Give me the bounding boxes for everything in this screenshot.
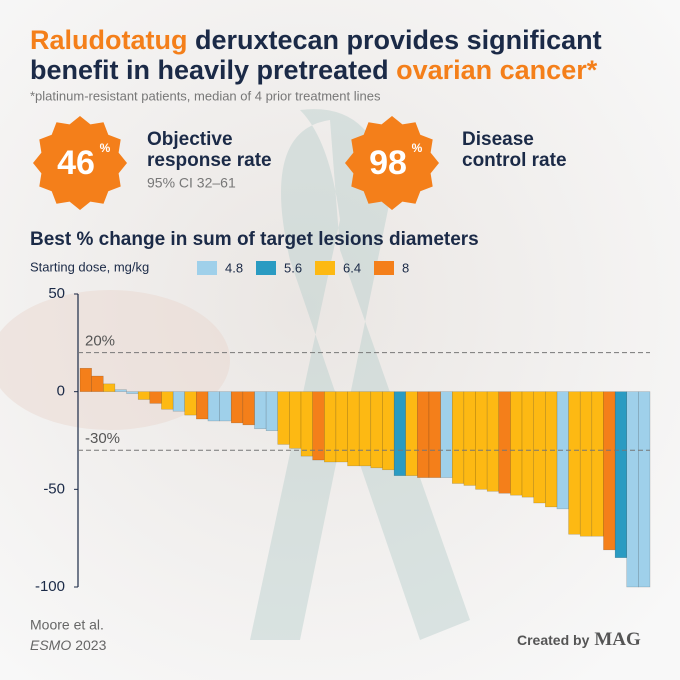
badge [345,116,439,210]
bar [405,391,418,476]
y-tick-label: -100 [35,578,65,595]
reference-label: -30% [85,430,120,447]
bar [254,391,267,430]
bar [265,391,279,431]
bar [463,391,476,486]
bar [137,391,151,400]
bar [126,391,139,394]
legend-label: 4.8 [225,260,243,275]
title-line: Raludotatug deruxtecan provides signific… [30,25,602,55]
bar [626,391,639,588]
y-tick-label: 0 [57,383,65,400]
bar [451,391,465,484]
bar [370,391,383,469]
bar [277,391,290,445]
bar [533,391,546,504]
legend-label: 6.4 [343,260,361,275]
bar [347,391,360,467]
venue: ESMO 2023 [30,637,107,653]
stat-value: 46 [57,144,95,182]
bar [300,391,313,457]
subtitle: *platinum-resistant patients, median of … [30,88,381,103]
bar [324,391,337,463]
chart-title: Best % change in sum of target lesions d… [30,229,479,250]
bar [498,391,511,494]
bar [312,391,325,461]
legend-label: 5.6 [284,260,302,275]
bar [638,391,651,588]
y-tick-label: -50 [43,480,65,497]
bar [79,367,92,392]
venue-name: ESMO [30,637,71,653]
bar [358,391,372,467]
bar [207,391,220,422]
title-text: deruxtecan provides significant [187,25,601,55]
bar [161,391,174,410]
bar [568,391,581,535]
bar [382,391,395,471]
bar [486,391,500,492]
bar [219,391,232,422]
bar [614,391,627,558]
bar [510,391,523,496]
bar [579,391,593,537]
bar [149,391,162,404]
legend-swatch [374,261,394,275]
bar [591,391,604,537]
bar [603,391,616,551]
brand: MAG [594,629,641,650]
stat-label: Disease [462,129,534,150]
stat-label: response rate [147,150,272,171]
reference-label: 20% [85,333,115,350]
title-highlight: Raludotatug [30,25,187,55]
legend-label: 8 [402,260,409,275]
title-line: benefit in heavily pretreated ovarian ca… [30,55,598,85]
venue-year: 2023 [75,637,106,653]
stat-unit: % [100,141,111,155]
bar [196,391,209,420]
credit-text: Created by [517,632,590,648]
badge [33,116,127,210]
bar [393,391,406,476]
bar [172,391,185,412]
legend-swatch [315,261,335,275]
stat-label: Objective [147,129,233,150]
bar [91,375,104,392]
title-highlight: ovarian cancer* [396,55,598,85]
bar [521,391,534,498]
legend-swatch [197,261,217,275]
bar [545,391,558,508]
y-tick-label: 50 [48,285,65,302]
bar [289,391,302,449]
stat-value: 98 [369,144,407,182]
bar [428,391,441,478]
title-text: benefit in heavily pretreated [30,55,396,85]
citation: Moore et al. [30,617,104,633]
bar [242,391,255,426]
stat-label: control rate [462,150,567,171]
bar [475,391,488,490]
bar [440,391,453,478]
legend: 4.8 5.6 6.4 8 [197,260,409,275]
legend-swatch [256,261,276,275]
bar [335,391,348,463]
stat-note: 95% CI 32–61 [147,175,236,191]
stat-unit: % [412,141,423,155]
bar [230,391,244,424]
bar [103,383,116,392]
credit: Created by MAG [517,629,641,650]
bar [417,391,430,478]
bar [114,389,127,392]
legend-title: Starting dose, mg/kg [30,259,149,274]
plot: -100 -50 0 50 20% -30% [35,285,651,595]
bar [184,391,197,416]
background-ribbon [250,109,470,640]
